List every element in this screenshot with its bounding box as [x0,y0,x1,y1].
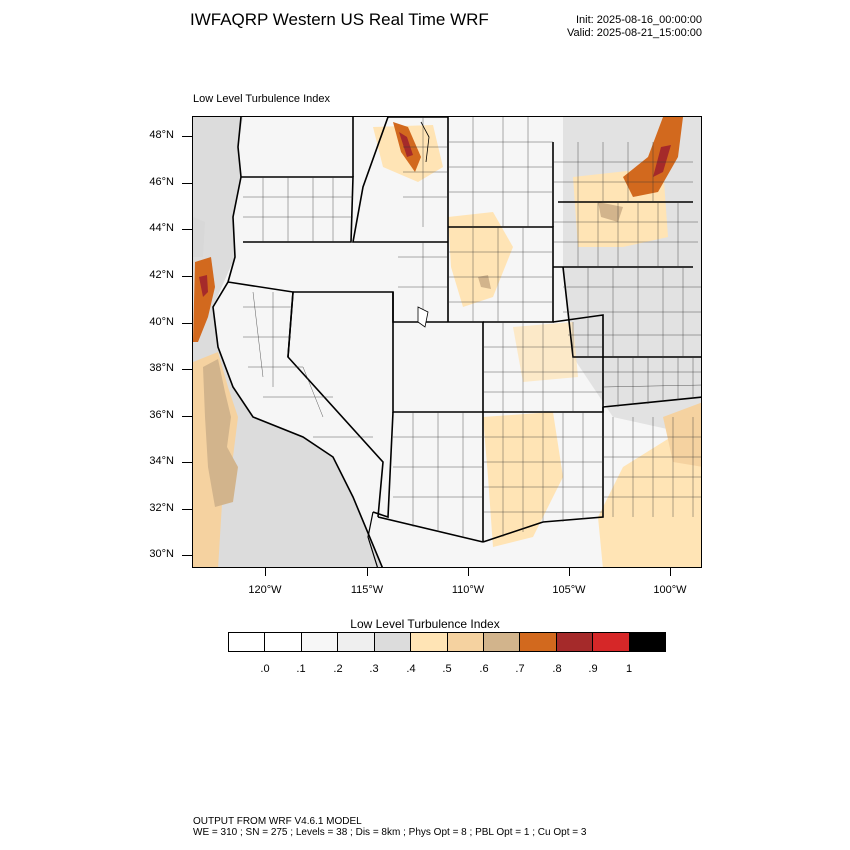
lat-tick [182,509,192,510]
lat-label-30: 30°N [149,548,174,560]
valid-time: Valid: 2025-08-21_15:00:00 [567,27,702,39]
colorbar-label: .2 [333,663,343,675]
footer-line-1: OUTPUT FROM WRF V4.6.1 MODEL [193,816,362,827]
colorbar-label: 1 [625,663,633,675]
colorbar-label: .0 [260,663,270,675]
colorbar-swatch [265,633,302,651]
plot-title: Low Level Turbulence Index [193,93,330,105]
colorbar-swatch [229,633,266,651]
colorbar-swatch [301,633,339,651]
lat-tick [182,183,192,184]
init-valid-block: Init: 2025-08-16_00:00:00 Valid: 2025-08… [567,14,702,40]
map-frame [192,116,702,568]
colorbar-swatch [520,633,557,651]
colorbar-swatch [483,633,521,651]
colorbar-swatch [374,633,412,651]
lon-label-115w: 115°W [350,584,384,596]
colorbar-label: .8 [552,663,562,675]
lat-tick [182,416,192,417]
lat-tick [182,323,192,324]
model-info-footer: OUTPUT FROM WRF V4.6.1 MODEL WE = 310 ; … [193,816,586,838]
lon-label-100w: 100°W [653,584,687,596]
colorbar-swatch [629,633,666,651]
colorbar-swatch [338,633,375,651]
lat-label-34: 34°N [149,455,174,467]
init-time: Init: 2025-08-16_00:00:00 [576,14,702,26]
colorbar-label: .4 [406,663,416,675]
lat-label-36: 36°N [149,409,174,421]
lon-label-110w: 110°W [451,584,485,596]
colorbar-label: .1 [296,663,306,675]
lat-tick [182,462,192,463]
lat-label-32: 32°N [149,502,174,514]
colorbar [228,632,666,652]
lon-tick [367,568,368,576]
lat-tick [182,136,192,137]
lon-tick [468,568,469,576]
lon-tick [569,568,570,576]
main-title: IWFAQRP Western US Real Time WRF [190,10,489,29]
colorbar-swatch [593,633,630,651]
lat-tick [182,369,192,370]
colorbar-label: .9 [588,663,598,675]
colorbar-label: .6 [479,663,489,675]
lat-label-42: 42°N [149,269,174,281]
colorbar-label: .3 [369,663,379,675]
lat-tick [182,229,192,230]
colorbar-label: .7 [515,663,525,675]
lat-label-38: 38°N [149,362,174,374]
colorbar-swatch [556,633,594,651]
lat-tick [182,276,192,277]
lon-label-120w: 120°W [248,584,282,596]
lat-label-40: 40°N [149,316,174,328]
turbulence-map [193,117,701,567]
lon-tick [265,568,266,576]
footer-line-2: WE = 310 ; SN = 275 ; Levels = 38 ; Dis … [193,827,587,838]
colorbar-label: .5 [442,663,452,675]
lat-label-48: 48°N [149,129,174,141]
lat-label-46: 46°N [149,176,174,188]
colorbar-title: Low Level Turbulence Index [350,617,500,631]
lat-tick [182,555,192,556]
colorbar-swatch [411,633,448,651]
lat-label-44: 44°N [149,222,174,234]
lon-label-105w: 105°W [552,584,586,596]
lon-tick [670,568,671,576]
colorbar-swatch [447,633,484,651]
